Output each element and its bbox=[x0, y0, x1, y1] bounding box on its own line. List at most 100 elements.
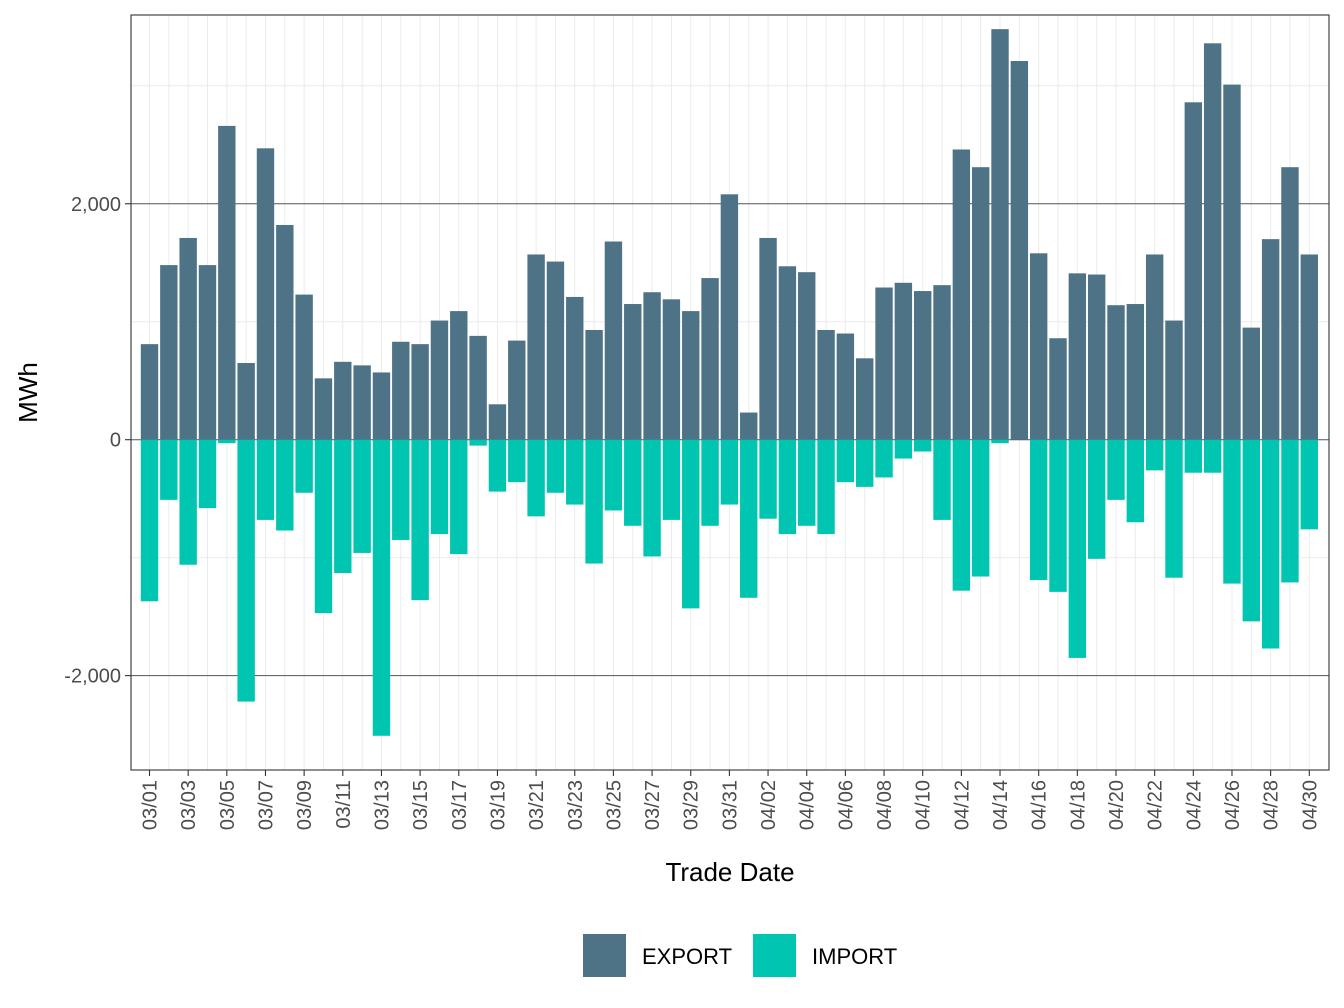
bar-export-03-30 bbox=[701, 278, 719, 440]
bar-export-03-09 bbox=[295, 294, 313, 440]
bar-import-03-17 bbox=[450, 439, 468, 555]
legend-key-import bbox=[753, 934, 796, 977]
legend-key-export bbox=[583, 934, 626, 977]
bar-import-04-19 bbox=[1087, 439, 1106, 559]
x-tick-label: 04/06 bbox=[835, 780, 857, 830]
bar-export-04-16 bbox=[1029, 253, 1048, 440]
bar-export-04-15 bbox=[1010, 61, 1029, 440]
x-tick-label: 03/29 bbox=[681, 780, 703, 830]
y-axis: -2,000 0 2,000 bbox=[64, 194, 131, 688]
bar-import-03-06 bbox=[237, 439, 255, 702]
x-tick-label: 03/25 bbox=[603, 780, 625, 830]
legend-label-import: IMPORT bbox=[812, 944, 897, 969]
bar-import-04-21 bbox=[1126, 439, 1145, 523]
x-tick-label: 04/14 bbox=[990, 780, 1012, 830]
bar-export-03-04 bbox=[198, 265, 217, 440]
x-tick-label: 04/22 bbox=[1145, 780, 1167, 830]
bar-export-04-29 bbox=[1281, 167, 1299, 440]
bar-import-03-30 bbox=[701, 439, 719, 526]
bar-export-04-03 bbox=[778, 266, 797, 440]
bar-export-04-24 bbox=[1184, 102, 1203, 440]
bar-import-04-29 bbox=[1281, 439, 1299, 583]
bar-import-03-08 bbox=[276, 439, 294, 531]
bar-export-03-02 bbox=[160, 265, 178, 440]
bar-import-04-03 bbox=[778, 439, 797, 535]
bar-import-04-17 bbox=[1049, 439, 1067, 592]
bar-import-04-11 bbox=[933, 439, 951, 520]
x-tick-label: 04/16 bbox=[1029, 780, 1051, 830]
x-tick-label: 03/15 bbox=[410, 780, 432, 830]
bar-import-04-07 bbox=[856, 439, 874, 487]
bar-import-04-12 bbox=[952, 439, 971, 591]
bar-export-04-14 bbox=[991, 29, 1009, 440]
bar-import-03-04 bbox=[198, 439, 217, 509]
bar-import-03-09 bbox=[295, 439, 313, 493]
bar-import-04-22 bbox=[1145, 439, 1164, 471]
bar-export-04-08 bbox=[875, 287, 893, 440]
y-tick-label: -2,000 bbox=[64, 666, 121, 688]
x-tick-label: 03/11 bbox=[333, 780, 355, 829]
bar-import-03-21 bbox=[527, 439, 545, 517]
bar-export-03-24 bbox=[585, 329, 603, 440]
bar-export-03-26 bbox=[624, 304, 642, 440]
x-tick-label: 04/24 bbox=[1183, 780, 1205, 830]
bar-export-04-02 bbox=[759, 237, 777, 440]
x-tick-label: 03/13 bbox=[371, 780, 393, 830]
bar-import-04-04 bbox=[798, 439, 816, 526]
bar-import-03-31 bbox=[720, 439, 739, 505]
x-tick-label: 03/27 bbox=[642, 780, 664, 830]
bar-import-03-13 bbox=[372, 439, 391, 736]
bar-import-03-19 bbox=[488, 439, 507, 492]
bar-import-03-14 bbox=[392, 439, 410, 540]
legend-label-export: EXPORT bbox=[642, 944, 732, 969]
bar-export-03-14 bbox=[392, 341, 410, 440]
bar-export-03-21 bbox=[527, 254, 545, 440]
bar-export-03-15 bbox=[411, 344, 429, 440]
bar-export-04-20 bbox=[1107, 305, 1125, 440]
bar-import-04-28 bbox=[1261, 439, 1280, 649]
bar-import-03-25 bbox=[604, 439, 623, 511]
bar-export-04-22 bbox=[1145, 254, 1164, 440]
bar-import-03-16 bbox=[430, 439, 449, 535]
bar-import-04-01 bbox=[740, 439, 758, 598]
bar-export-03-13 bbox=[372, 372, 391, 440]
bar-export-03-01 bbox=[140, 344, 159, 440]
bar-import-03-28 bbox=[662, 439, 681, 520]
bar-import-03-29 bbox=[682, 439, 700, 609]
bar-import-04-24 bbox=[1184, 439, 1203, 473]
x-tick-label: 04/26 bbox=[1222, 780, 1244, 830]
bar-export-03-17 bbox=[450, 311, 468, 440]
x-tick-label: 04/30 bbox=[1299, 780, 1321, 830]
bar-import-04-26 bbox=[1223, 439, 1241, 584]
bar-import-03-03 bbox=[179, 439, 197, 565]
bar-export-04-13 bbox=[971, 167, 990, 440]
bar-export-04-18 bbox=[1068, 273, 1087, 440]
y-tick-label: 2,000 bbox=[71, 194, 121, 216]
bar-export-04-19 bbox=[1087, 274, 1106, 440]
x-tick-label: 03/07 bbox=[255, 780, 277, 830]
x-tick-label: 03/01 bbox=[140, 780, 162, 830]
bar-export-03-29 bbox=[682, 311, 700, 440]
bar-import-03-23 bbox=[566, 439, 584, 505]
bar-export-04-04 bbox=[798, 272, 816, 440]
x-tick-label: 04/02 bbox=[758, 780, 780, 830]
bar-export-04-23 bbox=[1165, 320, 1183, 440]
x-tick-label: 03/19 bbox=[487, 780, 509, 830]
bars bbox=[140, 29, 1318, 736]
bar-import-04-16 bbox=[1029, 439, 1048, 581]
bar-import-03-26 bbox=[624, 439, 642, 526]
bar-export-03-31 bbox=[720, 194, 739, 440]
bar-export-04-05 bbox=[817, 329, 835, 440]
bar-import-03-15 bbox=[411, 439, 429, 601]
x-tick-label: 03/23 bbox=[565, 780, 587, 830]
bar-export-04-27 bbox=[1242, 327, 1261, 440]
bar-export-03-20 bbox=[508, 340, 526, 440]
bar-export-04-09 bbox=[894, 282, 913, 440]
bar-export-03-19 bbox=[488, 404, 507, 440]
bar-export-03-16 bbox=[430, 320, 449, 440]
bar-import-04-23 bbox=[1165, 439, 1183, 578]
bar-import-04-20 bbox=[1107, 439, 1125, 500]
y-axis-title: MWh bbox=[13, 362, 43, 423]
x-tick-label: 04/10 bbox=[913, 780, 935, 830]
bar-export-04-07 bbox=[856, 358, 874, 440]
